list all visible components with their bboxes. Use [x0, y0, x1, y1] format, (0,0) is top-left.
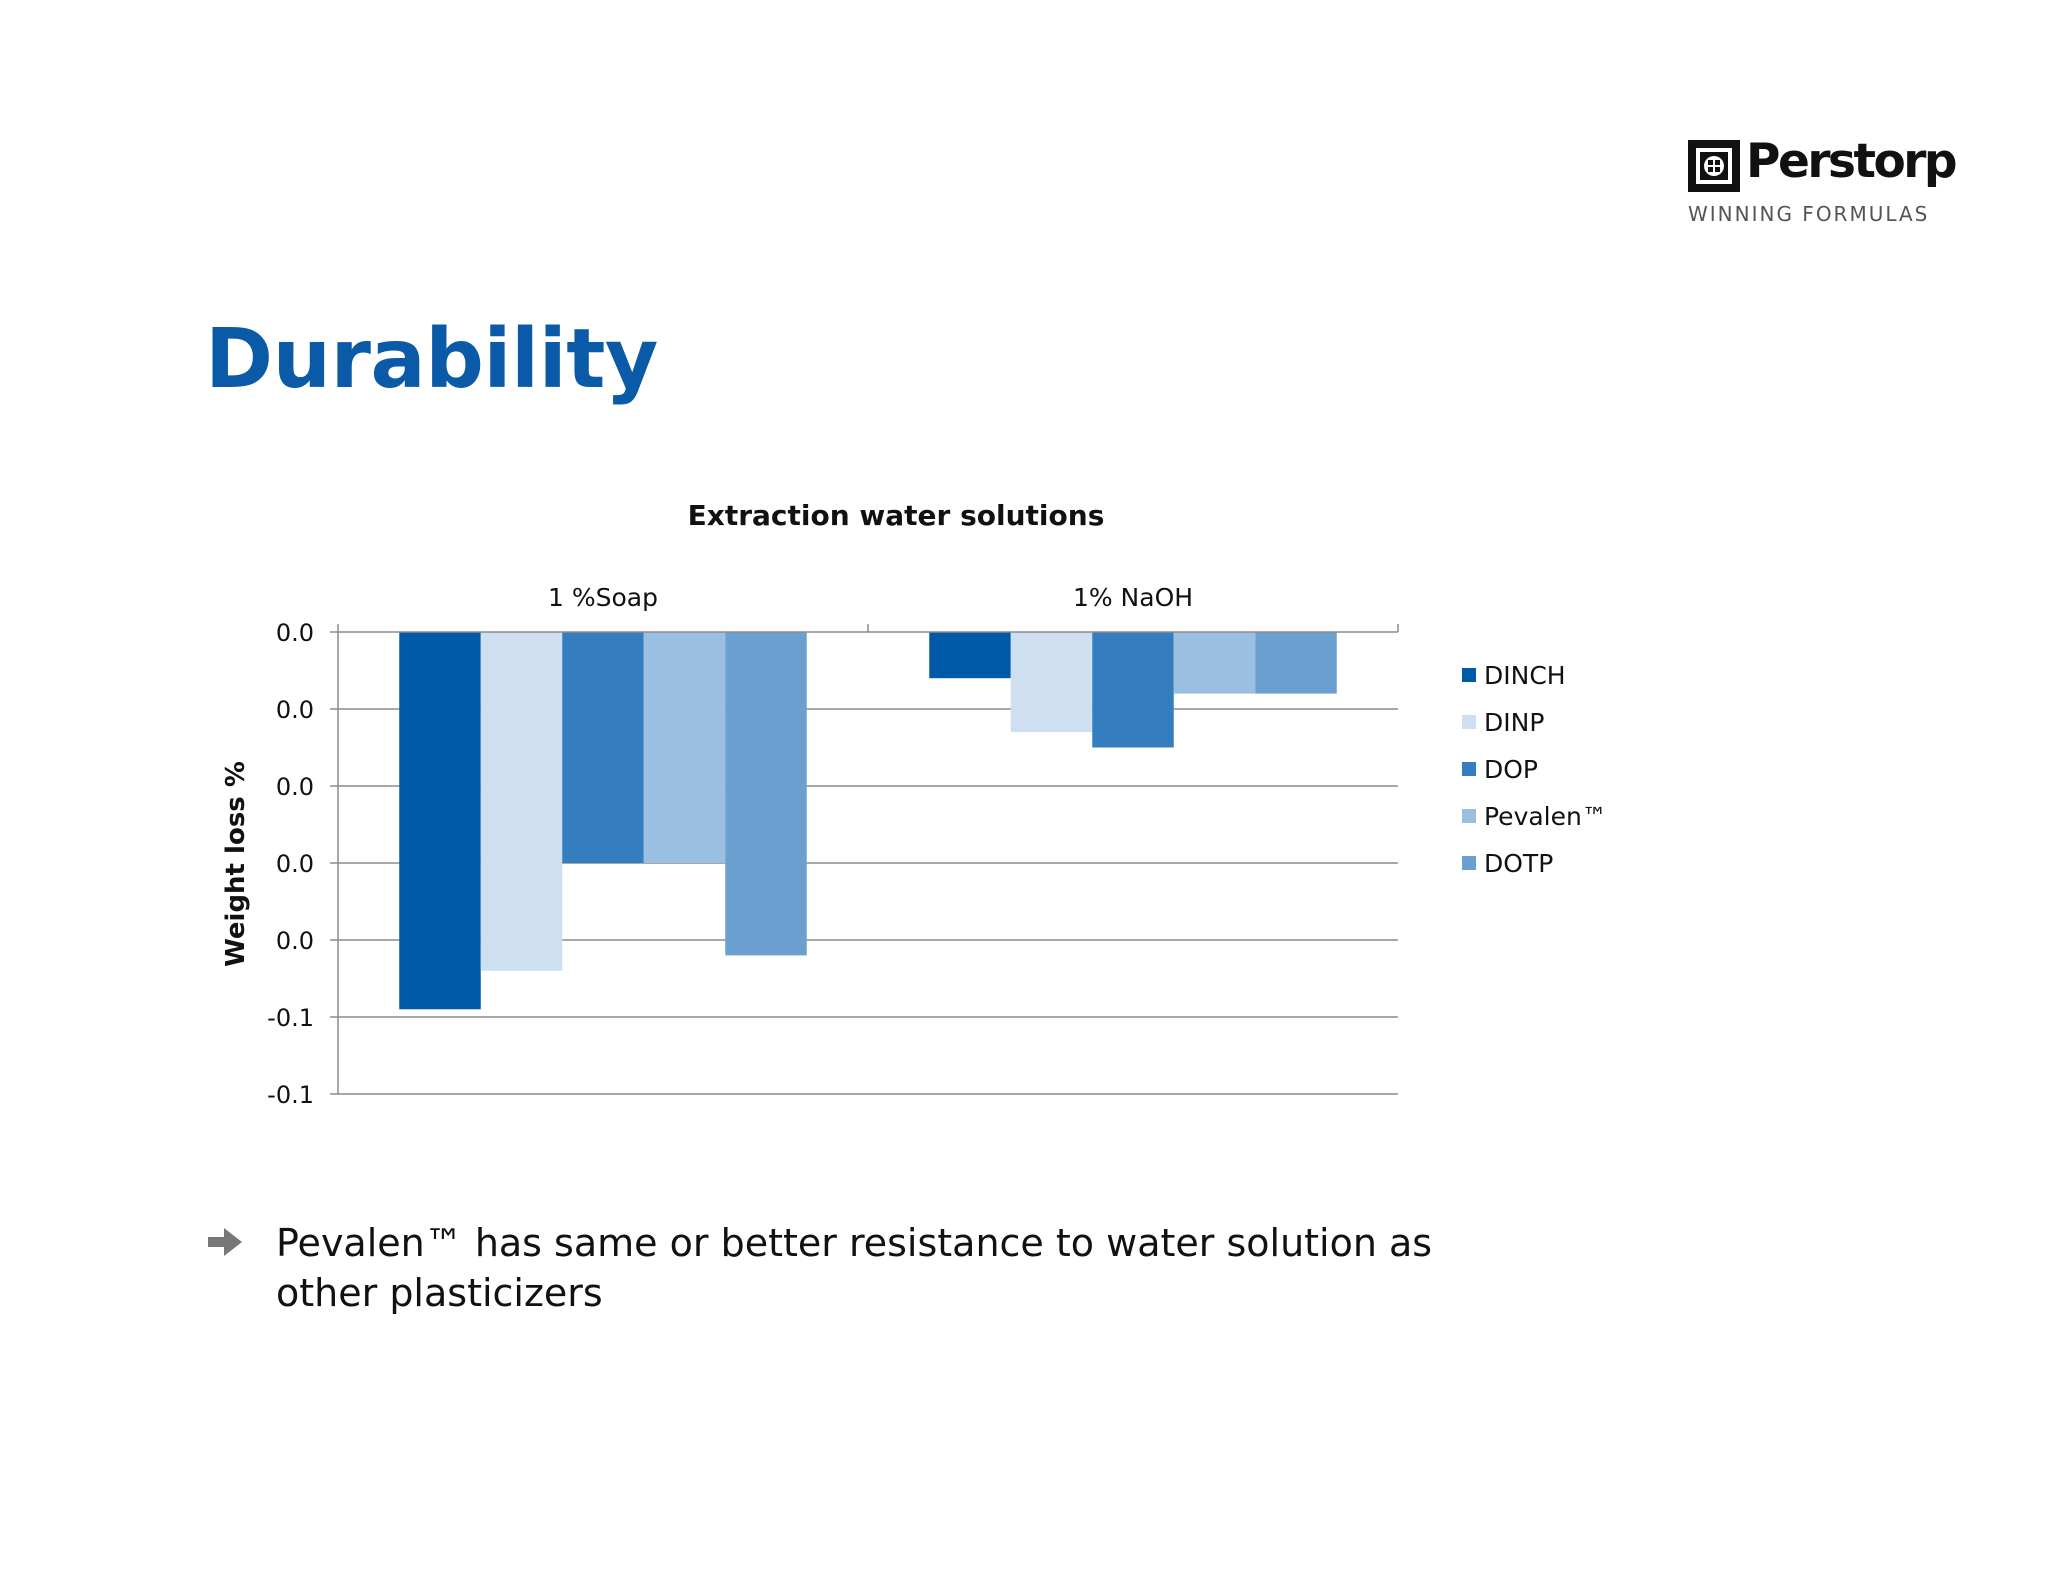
perstorp-logo: Perstorp WINNING FORMULAS — [1688, 134, 1958, 228]
legend-swatch — [1462, 668, 1476, 682]
bar — [562, 632, 644, 863]
x-tick-label: 1% NaOH — [1073, 583, 1193, 612]
legend-label: DOTP — [1484, 849, 1553, 878]
y-tick-label: -0.1 — [267, 1004, 314, 1032]
bar — [1255, 632, 1337, 694]
y-tick-label: 0.0 — [276, 619, 314, 647]
arrow-right-icon — [208, 1228, 242, 1256]
bar — [480, 632, 563, 971]
bar — [725, 632, 807, 956]
y-axis-title: Weight loss % — [221, 761, 251, 967]
logo-wordmark: Perstorp — [1746, 134, 1958, 189]
legend-label: DOP — [1484, 755, 1538, 784]
y-tick-label: 0.0 — [276, 850, 314, 878]
bar — [399, 632, 481, 1010]
bar — [929, 632, 1011, 679]
y-tick-label: 0.0 — [276, 773, 314, 801]
bar — [643, 632, 726, 863]
bullet-text: Pevalen™ has same or better resistance t… — [276, 1221, 1433, 1315]
y-tick-label: 0.0 — [276, 696, 314, 724]
legend-label: DINCH — [1484, 661, 1566, 690]
x-tick-label: 1 %Soap — [548, 583, 658, 612]
bar — [1010, 632, 1093, 733]
legend-swatch — [1462, 856, 1476, 870]
bar — [1092, 632, 1174, 748]
y-tick-label: -0.1 — [267, 1081, 314, 1109]
y-tick-label: 0.0 — [276, 927, 314, 955]
legend-label: Pevalen™ — [1484, 802, 1607, 831]
chart-title: Extraction water solutions — [688, 499, 1105, 532]
legend-swatch — [1462, 809, 1476, 823]
logo-tagline: WINNING FORMULAS — [1688, 202, 1930, 226]
page-title: Durability — [205, 312, 658, 407]
legend-swatch — [1462, 762, 1476, 776]
bar — [1173, 632, 1256, 694]
perstorp-logo-icon — [1688, 140, 1740, 192]
legend-label: DINP — [1484, 708, 1544, 737]
legend-swatch — [1462, 715, 1476, 729]
